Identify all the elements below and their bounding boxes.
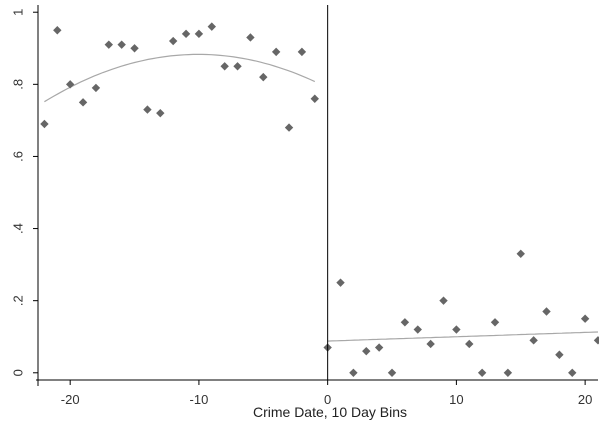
data-point — [271, 47, 281, 57]
data-point — [593, 336, 599, 345]
data-point — [362, 346, 371, 356]
data-point — [374, 343, 384, 352]
data-point — [259, 72, 268, 82]
data-point — [130, 44, 139, 53]
fit-line-post — [327, 331, 599, 342]
data-point — [233, 62, 242, 71]
y-tick-label: .6 — [10, 151, 25, 162]
x-tick-label: 0 — [324, 392, 331, 407]
data-point — [91, 83, 101, 93]
data-point — [284, 123, 294, 132]
data-point — [439, 296, 448, 305]
data-point — [400, 318, 410, 327]
data-point — [156, 108, 165, 118]
data-point — [310, 94, 319, 103]
x-tick-label: -10 — [190, 392, 209, 407]
data-point — [465, 339, 474, 349]
x-axis-title: Crime Date, 10 Day Bins — [253, 404, 407, 420]
data-points — [40, 22, 599, 377]
data-point — [40, 119, 49, 129]
data-point — [349, 368, 358, 377]
data-point — [542, 307, 551, 316]
data-point — [207, 22, 216, 31]
y-tick-label: 0 — [10, 369, 25, 376]
data-point — [65, 80, 75, 89]
fit-lines — [44, 53, 599, 342]
data-point — [516, 249, 525, 258]
data-point — [413, 325, 422, 334]
data-point — [490, 318, 500, 327]
y-tick-label: 1 — [10, 9, 25, 16]
fit-line-pre — [44, 53, 316, 103]
data-point — [181, 29, 191, 39]
data-point — [555, 350, 564, 359]
data-point — [104, 40, 114, 49]
data-point — [568, 368, 577, 377]
data-point — [426, 339, 435, 349]
data-point — [117, 40, 126, 49]
data-point — [168, 36, 178, 46]
y-tick-label: .8 — [10, 79, 25, 90]
y-tick-label: .2 — [10, 295, 25, 306]
data-point — [336, 278, 345, 287]
data-point — [297, 47, 307, 57]
axes — [36, 5, 598, 386]
x-tick-label: 20 — [578, 392, 592, 407]
tick-labels: 0 .2 .4 .6 .8 1 -20 -10 0 10 20 — [10, 9, 592, 407]
x-tick-label: -20 — [61, 392, 80, 407]
data-point — [53, 26, 62, 35]
data-point — [580, 314, 590, 323]
data-point — [78, 98, 88, 107]
data-point — [529, 336, 538, 345]
data-point — [452, 325, 461, 334]
data-point — [503, 368, 513, 377]
data-point — [143, 105, 152, 114]
data-point — [477, 368, 487, 377]
x-tick-label: 10 — [449, 392, 463, 407]
data-point — [387, 368, 397, 377]
data-point — [220, 62, 229, 71]
y-tick-label: .4 — [10, 223, 25, 234]
data-point — [246, 33, 255, 42]
data-point — [194, 29, 204, 39]
